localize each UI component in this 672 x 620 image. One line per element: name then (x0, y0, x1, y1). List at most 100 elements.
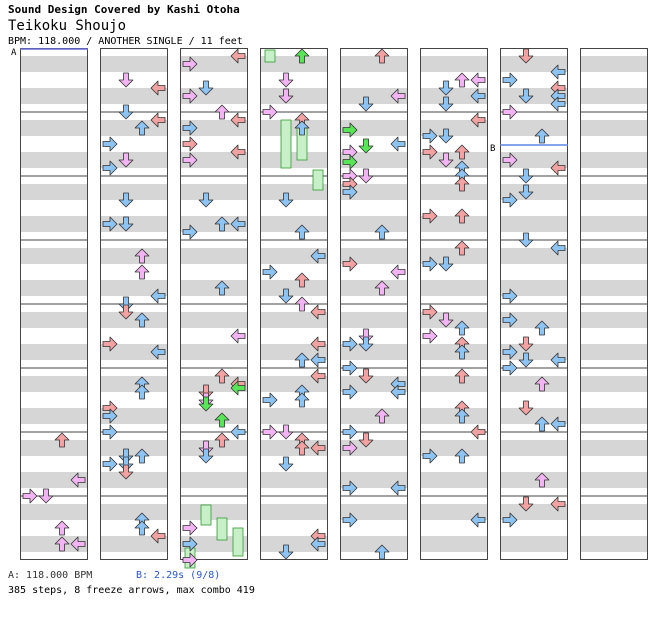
step-arrow (118, 192, 134, 208)
beat-stripe (500, 120, 568, 136)
beat-stripe (260, 312, 328, 328)
beat-stripe (180, 280, 248, 296)
beat-stripe (420, 152, 488, 168)
step-arrow (518, 88, 534, 104)
step-arrow (454, 448, 470, 464)
beat-stripe (340, 184, 408, 200)
beat-stripe (340, 472, 408, 488)
beat-stripe (580, 376, 648, 392)
step-arrow (502, 104, 518, 120)
beat-stripe (500, 88, 568, 104)
step-arrow (470, 112, 486, 128)
step-arrow (470, 424, 486, 440)
step-arrow (118, 304, 134, 320)
beat-stripe (580, 344, 648, 360)
step-arrow (422, 448, 438, 464)
step-arrow (470, 88, 486, 104)
step-arrow (294, 352, 310, 368)
beat-stripe (180, 88, 248, 104)
step-arrow (54, 536, 70, 552)
step-arrow (358, 368, 374, 384)
beat-stripe (260, 440, 328, 456)
beat-stripe (20, 344, 88, 360)
step-arrow (198, 448, 214, 464)
step-arrow (422, 208, 438, 224)
step-arrow (214, 368, 230, 384)
step-arrow (470, 512, 486, 528)
step-arrow (534, 472, 550, 488)
beat-stripe (180, 472, 248, 488)
step-arrow (150, 80, 166, 96)
beat-stripe (20, 248, 88, 264)
step-arrow (310, 336, 326, 352)
step-arrow (134, 312, 150, 328)
step-arrow (422, 144, 438, 160)
beat-stripe (420, 376, 488, 392)
step-arrow (182, 552, 198, 568)
step-arrow (342, 154, 358, 170)
step-arrow (550, 496, 566, 512)
song-title: Teikoku Shoujo (8, 18, 127, 34)
step-arrow (182, 536, 198, 552)
step-arrow (534, 128, 550, 144)
step-arrow (358, 168, 374, 184)
step-arrow (342, 424, 358, 440)
beat-stripe (500, 280, 568, 296)
step-arrow (518, 400, 534, 416)
step-arrow (502, 152, 518, 168)
step-arrow (342, 440, 358, 456)
freeze-arrow-body (200, 504, 212, 526)
beat-stripe (500, 56, 568, 72)
beat-stripe (20, 472, 88, 488)
beat-stripe (100, 472, 168, 488)
step-arrow (294, 440, 310, 456)
beat-stripe (180, 248, 248, 264)
step-arrow (342, 336, 358, 352)
step-arrow (54, 432, 70, 448)
beat-stripe (260, 152, 328, 168)
step-arrow (518, 48, 534, 64)
step-arrow (310, 304, 326, 320)
step-arrow (390, 88, 406, 104)
beat-stripe (260, 504, 328, 520)
step-arrow (518, 232, 534, 248)
freeze-arrow-body (280, 119, 292, 169)
beat-stripe (260, 88, 328, 104)
beat-stripe (340, 312, 408, 328)
step-arrow (342, 384, 358, 400)
step-arrow (454, 240, 470, 256)
beat-stripe (180, 216, 248, 232)
beat-stripe (180, 408, 248, 424)
step-arrow (502, 288, 518, 304)
step-arrow (182, 56, 198, 72)
step-arrow (454, 320, 470, 336)
beat-stripe (180, 344, 248, 360)
step-arrow (54, 520, 70, 536)
beat-stripe (20, 88, 88, 104)
beat-stripe (100, 280, 168, 296)
step-arrow (502, 360, 518, 376)
step-arrow (502, 192, 518, 208)
beat-stripe (580, 440, 648, 456)
step-arrow (294, 272, 310, 288)
step-arrow (390, 480, 406, 496)
step-arrow (438, 152, 454, 168)
step-arrow (198, 80, 214, 96)
step-arrow (550, 416, 566, 432)
step-arrow (70, 536, 86, 552)
beat-stripe (100, 184, 168, 200)
step-arrow (342, 480, 358, 496)
step-arrow (342, 256, 358, 272)
beat-stripe (340, 216, 408, 232)
step-arrow (422, 304, 438, 320)
step-arrow (198, 396, 214, 412)
beat-stripe (180, 312, 248, 328)
beat-stripe (580, 472, 648, 488)
step-arrow (278, 192, 294, 208)
beat-stripe (260, 472, 328, 488)
step-arrow (118, 72, 134, 88)
step-arrow (422, 256, 438, 272)
beat-stripe (340, 376, 408, 392)
beat-stripe (100, 216, 168, 232)
step-arrow (390, 384, 406, 400)
